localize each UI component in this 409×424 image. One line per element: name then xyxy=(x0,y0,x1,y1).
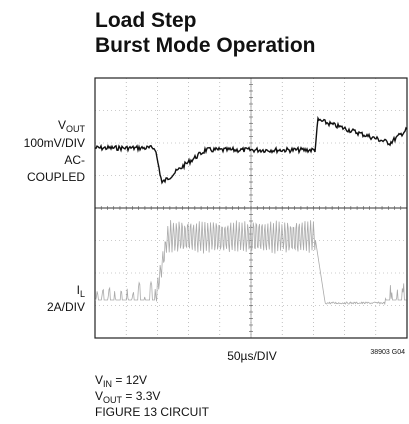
il-scale: 2A/DIV xyxy=(47,300,85,314)
vout-scale: 100mV/DIV xyxy=(24,136,85,150)
condition: VOUT = 3.3V xyxy=(95,389,160,405)
frame xyxy=(94,77,408,339)
condition: FIGURE 13 CIRCUIT xyxy=(95,405,210,419)
il-trace xyxy=(95,220,407,306)
vout-label: VOUT xyxy=(58,118,86,134)
figure-id: 38903 G04 xyxy=(370,349,405,356)
il-label: IL xyxy=(77,283,85,299)
condition: VIN = 12V xyxy=(95,373,147,389)
coupling: AC- xyxy=(64,153,85,167)
title-line: Load Step xyxy=(95,9,197,32)
vout-trace xyxy=(94,115,408,185)
coupling: COUPLED xyxy=(27,170,85,184)
title-line: Burst Mode Operation xyxy=(95,34,316,57)
scope xyxy=(94,77,408,339)
time-scale: 50µs/DIV xyxy=(227,349,277,363)
